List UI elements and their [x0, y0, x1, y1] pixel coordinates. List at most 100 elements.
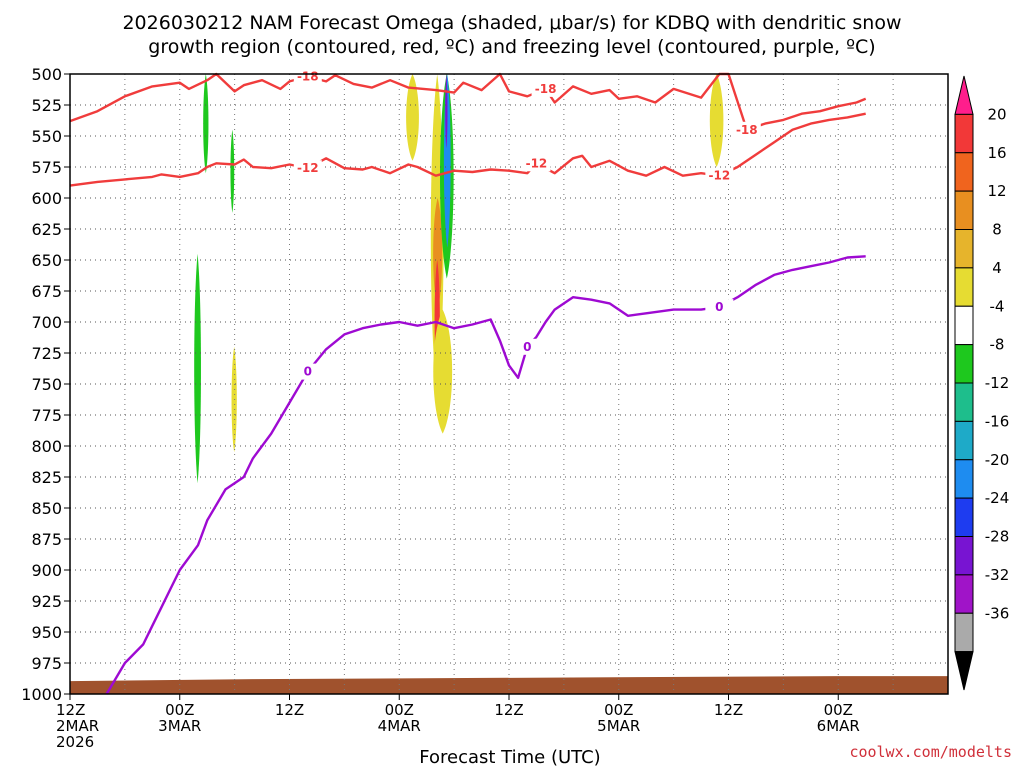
x-tick-label: 4MAR	[378, 717, 421, 735]
contour-label: -12	[297, 161, 319, 175]
colorbar-label: -4	[990, 297, 1005, 315]
y-tick-label: 625	[31, 220, 62, 239]
x-tick-label: 00Z	[165, 701, 194, 719]
y-tick-label: 825	[31, 468, 62, 487]
y-tick-label: 800	[31, 437, 62, 456]
credit-text: coolwx.com/modelts	[849, 743, 1012, 761]
x-tick-label: 6MAR	[817, 717, 860, 735]
x-tick-label: 2026	[56, 733, 94, 751]
x-tick-label: 2MAR	[56, 717, 99, 735]
contour-label-bg	[293, 160, 322, 177]
y-tick-label: 600	[31, 189, 62, 208]
contour-label-bg	[705, 167, 734, 184]
y-tick-label: 550	[31, 127, 62, 146]
y-tick-label: 675	[31, 282, 62, 301]
x-tick-label: 00Z	[385, 701, 414, 719]
y-tick-label: 650	[31, 251, 62, 270]
x-tick-label: 5MAR	[597, 717, 640, 735]
contour-label: -18	[535, 82, 557, 96]
contour-label-bg	[732, 121, 761, 138]
y-tick-labels: 500 525 550 575 600 625 650 675 700 725 750 775 800 8…	[21, 65, 70, 704]
colorbar-swatch	[954, 574, 974, 614]
y-tick-label: 1000	[21, 685, 62, 704]
x-tick-label: 12Z	[275, 701, 304, 719]
contour-label-bg	[522, 155, 551, 172]
colorbar-swatch	[954, 497, 974, 537]
x-tick-label: 00Z	[824, 701, 853, 719]
contour-label-bg	[293, 68, 322, 85]
y-tick-label: 525	[31, 96, 62, 115]
contour-label-bg	[531, 80, 560, 97]
colorbar-label: -8	[990, 336, 1005, 354]
y-tick-label: 950	[31, 623, 62, 642]
colorbar-bottom-arrow	[954, 651, 974, 691]
x-tick-label: 3MAR	[158, 717, 201, 735]
x-tick-label: 12Z	[494, 701, 523, 719]
y-tick-label: 875	[31, 530, 62, 549]
colorbar-label: -32	[985, 566, 1010, 584]
y-tick-label: 975	[31, 654, 62, 673]
omega-shade-12	[709, 74, 724, 167]
colorbar-swatch	[954, 113, 974, 154]
colorbar-swatch	[954, 612, 974, 653]
colorbar-label: 16	[987, 144, 1006, 162]
contour-label-bg	[513, 338, 542, 355]
colorbar-label: -16	[985, 412, 1010, 430]
omega-shade-2	[194, 253, 201, 484]
x-axis-label: Forecast Time (UTC)	[419, 747, 600, 768]
contour-label-bg	[293, 363, 322, 380]
colorbar-swatch	[954, 305, 974, 346]
contour-label: 0	[715, 300, 723, 314]
colorbar-label: 12	[987, 182, 1006, 200]
contour-label: -12	[709, 169, 731, 183]
colorbar-label: -12	[985, 374, 1010, 392]
grid-lines	[70, 73, 948, 695]
colorbar-label: -36	[985, 604, 1010, 622]
contour-label: 0	[523, 340, 531, 354]
x-tick-label: 12Z	[56, 701, 85, 719]
contour-lines: -18 -18 -18 -12 -12 -12 0 0 0	[69, 68, 867, 695]
y-tick-label: 725	[31, 344, 62, 363]
contour-label-bg	[705, 299, 734, 316]
omega-shade-4	[406, 74, 419, 161]
contour-label: -18	[297, 69, 319, 83]
y-tick-label: 500	[31, 65, 62, 84]
colorbar-label: -20	[985, 451, 1010, 469]
colorbar-swatch	[954, 267, 974, 307]
colorbar-swatch	[954, 229, 974, 269]
colorbar-swatch	[954, 420, 974, 461]
chart-title-line2: growth region (contoured, red, ºC) and f…	[148, 36, 875, 58]
x-tick-label: 12Z	[714, 701, 743, 719]
colorbar-label: 20	[987, 105, 1006, 123]
contour-label: -18	[736, 123, 758, 137]
colorbar-label: -24	[985, 489, 1010, 507]
colorbar-swatch	[954, 536, 974, 576]
omega-shade-8	[433, 309, 453, 434]
y-tick-label: 925	[31, 592, 62, 611]
y-tick-label: 575	[31, 158, 62, 177]
colorbar-swatch	[954, 382, 974, 422]
contour-label: 0	[304, 365, 312, 379]
x-tick-label: 00Z	[604, 701, 633, 719]
contour-label: -12	[526, 156, 548, 170]
y-tick-label: 900	[31, 561, 62, 580]
colorbar: 20 16 12 8 4 -4 -8 -12 -16 -20 -24 -28 -32 -36	[954, 75, 1010, 691]
colorbar-label: 8	[992, 221, 1002, 239]
colorbar-swatch	[954, 152, 974, 192]
y-tick-label: 775	[31, 406, 62, 425]
colorbar-top-arrow	[954, 75, 974, 115]
omega-shade-0	[203, 74, 209, 174]
colorbar-swatch	[954, 190, 974, 230]
y-tick-label: 750	[31, 375, 62, 394]
omega-shading	[194, 74, 724, 484]
chart-title-line1: 2026030212 NAM Forecast Omega (shaded, μ…	[122, 12, 901, 34]
colorbar-swatch	[954, 344, 974, 384]
colorbar-label: -28	[985, 528, 1010, 546]
y-tick-label: 850	[31, 499, 62, 518]
contour-line-0	[69, 72, 867, 131]
colorbar-swatch	[954, 459, 974, 499]
colorbar-label: 4	[992, 259, 1002, 277]
omega-shade-1	[230, 129, 235, 213]
